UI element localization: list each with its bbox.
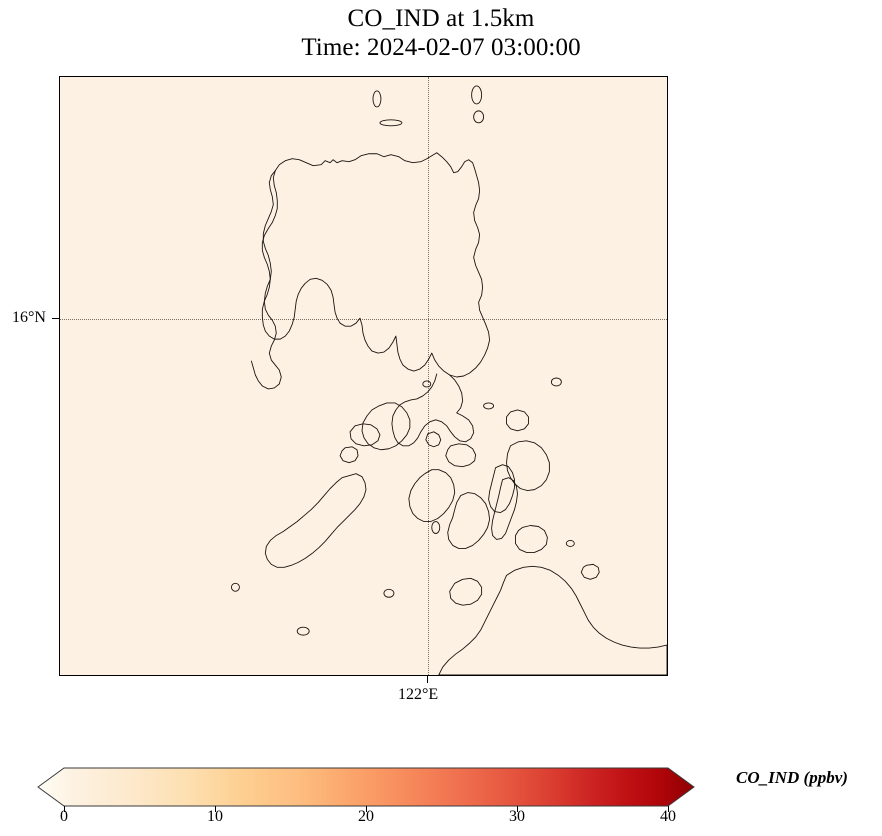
coastline-island-babuyan-1	[472, 86, 482, 104]
coastline-island-small-3	[566, 540, 574, 546]
coastline-masbate	[446, 444, 476, 467]
map-axes	[59, 76, 668, 676]
coastline-overlay	[60, 77, 667, 675]
coastline-panay	[409, 470, 455, 522]
coastline-island-small-1	[551, 378, 561, 386]
coastline-leyte	[489, 465, 515, 513]
xtick-label-122e: 122°E	[398, 686, 439, 703]
xtick-mark-122e	[427, 676, 428, 683]
coastline-island-small-6	[297, 627, 309, 635]
coastline-island-batanes-1	[373, 91, 381, 107]
coastline-island-batanes-2	[380, 120, 402, 126]
figure-title: CO_IND at 1.5km Time: 2024-02-07 03:00:0…	[0, 4, 882, 62]
cbar-tick-label-40: 40	[660, 808, 676, 825]
coastline-negros	[448, 493, 490, 549]
coastline-mindanao	[439, 566, 667, 675]
coastline-mindoro	[362, 403, 410, 450]
colorbar[interactable]: 0 10 20 30 40	[37, 766, 695, 825]
coastline-island-babuyan-2	[474, 111, 484, 123]
cbar-tick-label-10: 10	[207, 808, 223, 825]
cbar-tick-mark-20	[366, 806, 367, 812]
gridline-latitude-16n	[60, 319, 667, 320]
coastline-culion	[340, 447, 358, 463]
coastline-island-small-8	[423, 381, 431, 387]
title-line-variable: CO_IND at 1.5km	[347, 5, 535, 32]
colorbar-label: CO_IND (ppbv)	[736, 768, 848, 787]
cbar-tick-mark-0	[64, 806, 65, 812]
coastline-island-small-5	[231, 583, 239, 591]
colorbar-gradient	[37, 767, 695, 807]
coastline-samar	[507, 441, 550, 491]
coastline-luzon	[262, 153, 489, 377]
coastline-catanduanes	[507, 410, 529, 431]
coastline-siargao	[581, 564, 599, 579]
cbar-tick-mark-30	[517, 806, 518, 812]
coastline-bohol	[515, 526, 547, 553]
ytick-label-16n: 16°N	[12, 309, 46, 326]
cbar-tick-label-30: 30	[509, 808, 525, 825]
coastline-bicol-peninsula	[392, 374, 474, 446]
coastline-luzon-west-detail	[251, 171, 281, 389]
map-data-field	[60, 77, 667, 675]
cbar-tick-mark-10	[215, 806, 216, 812]
cbar-tick-label-0: 0	[60, 808, 68, 825]
coastline-palawan	[265, 474, 366, 568]
coastline-mindanao-northwest-arm	[450, 578, 482, 605]
cbar-tick-label-20: 20	[358, 808, 374, 825]
coastline-island-small-7	[484, 403, 494, 409]
coastline-marinduque	[426, 432, 441, 447]
coastline-island-small-2	[432, 522, 440, 534]
cbar-tick-mark-40	[668, 806, 669, 812]
title-line-time: Time: 2024-02-07 03:00:00	[301, 34, 581, 61]
coastline-busuanga	[350, 424, 380, 446]
gridline-longitude-122e	[428, 77, 429, 675]
coastline-island-small-4	[384, 589, 394, 597]
ytick-mark-16n	[52, 318, 59, 319]
coastline-cebu	[492, 478, 518, 540]
